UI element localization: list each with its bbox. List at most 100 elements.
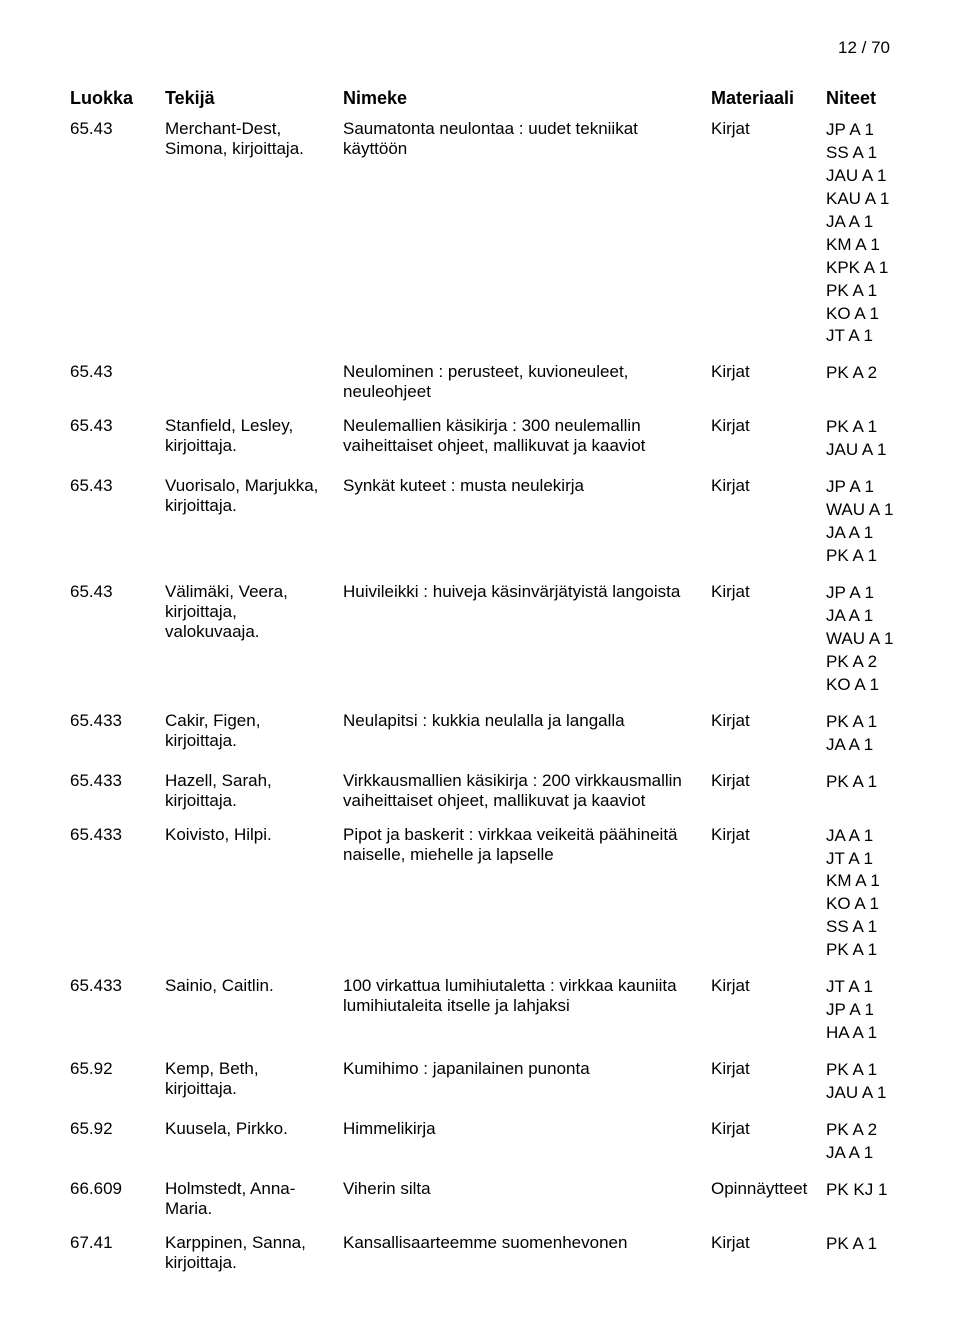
table-row: 65.92Kuusela, Pirkko.HimmelikirjaKirjatP… [70, 1119, 890, 1165]
cell-materiaali: Opinnäytteet [711, 1179, 826, 1199]
cell-materiaali: Kirjat [711, 582, 826, 602]
cell-nimeke: Neulominen : perusteet, kuvioneuleet, ne… [343, 362, 711, 402]
cell-tekija: Karppinen, Sanna, kirjoittaja. [165, 1233, 343, 1273]
cell-nimeke: Himmelikirja [343, 1119, 711, 1139]
cell-luokka: 65.43 [70, 582, 165, 602]
cell-niteet: PK A 1JAU A 1 [826, 416, 916, 462]
cell-luokka: 65.43 [70, 476, 165, 496]
cell-materiaali: Kirjat [711, 771, 826, 791]
niteet-code: PK A 1 [826, 416, 916, 439]
niteet-code: PK A 2 [826, 651, 916, 674]
niteet-code: KPK A 1 [826, 257, 916, 280]
cell-luokka: 65.92 [70, 1059, 165, 1079]
niteet-code: PK A 2 [826, 362, 916, 385]
table-row: 65.43Välimäki, Veera, kirjoittaja, valok… [70, 582, 890, 697]
cell-luokka: 66.609 [70, 1179, 165, 1199]
cell-niteet: JP A 1SS A 1JAU A 1KAU A 1JA A 1KM A 1KP… [826, 119, 916, 348]
niteet-code: PK KJ 1 [826, 1179, 916, 1202]
niteet-code: JP A 1 [826, 999, 916, 1022]
niteet-code: HA A 1 [826, 1022, 916, 1045]
cell-nimeke: Viherin silta [343, 1179, 711, 1199]
cell-niteet: PK KJ 1 [826, 1179, 916, 1202]
page-number: 12 / 70 [838, 38, 890, 58]
cell-nimeke: Neulemallien käsikirja : 300 neulemallin… [343, 416, 711, 456]
cell-nimeke: Pipot ja baskerit : virkkaa veikeitä pää… [343, 825, 711, 865]
niteet-code: KO A 1 [826, 893, 916, 916]
cell-materiaali: Kirjat [711, 976, 826, 996]
col-header-nimeke: Nimeke [343, 88, 711, 109]
table-row: 65.43Merchant-Dest, Simona, kirjoittaja.… [70, 119, 890, 348]
table-body: 65.43 Merchant-Dest, Simona, kirjoittaja.… [70, 119, 890, 1273]
cell-niteet: PK A 1JAU A 1 [826, 1059, 916, 1105]
niteet-code: SS A 1 [826, 142, 916, 165]
cell-materiaali: Kirjat [711, 476, 826, 496]
cell-nimeke: Synkät kuteet : musta neulekirja [343, 476, 711, 496]
niteet-code: PK A 1 [826, 1233, 916, 1256]
cell-niteet: PK A 2 [826, 362, 916, 385]
cell-materiaali: Kirjat [711, 825, 826, 845]
niteet-code: JT A 1 [826, 976, 916, 999]
niteet-code: JP A 1 [826, 582, 916, 605]
cell-niteet: JT A 1JP A 1HA A 1 [826, 976, 916, 1045]
col-header-materiaali: Materiaali [711, 88, 826, 109]
niteet-code: JAU A 1 [826, 1082, 916, 1105]
cell-niteet: JP A 1JA A 1WAU A 1PK A 2KO A 1 [826, 582, 916, 697]
cell-tekija: Cakir, Figen, kirjoittaja. [165, 711, 343, 751]
col-header-luokka: Luokka [70, 88, 165, 109]
cell-nimeke: 100 virkattua lumihiutaletta : virkkaa k… [343, 976, 711, 1016]
cell-tekija: Hazell, Sarah, kirjoittaja. [165, 771, 343, 811]
table-row: 65.433Cakir, Figen, kirjoittaja.Neulapit… [70, 711, 890, 757]
cell-niteet: PK A 1JA A 1 [826, 711, 916, 757]
cell-niteet: JA A 1JT A 1KM A 1KO A 1SS A 1PK A 1 [826, 825, 916, 963]
niteet-code: JA A 1 [826, 522, 916, 545]
cell-nimeke: Virkkausmallien käsikirja : 200 virkkaus… [343, 771, 711, 811]
niteet-code: JAU A 1 [826, 165, 916, 188]
table-row: 65.433Hazell, Sarah, kirjoittaja.Virkkau… [70, 771, 890, 811]
niteet-code: JA A 1 [826, 211, 916, 234]
cell-tekija: Holmstedt, Anna-Maria. [165, 1179, 343, 1219]
cell-nimeke: Saumatonta neulontaa : uudet tekniikat k… [343, 119, 711, 159]
table-row: 66.609Holmstedt, Anna-Maria.Viherin silt… [70, 1179, 890, 1219]
cell-luokka: 65.433 [70, 825, 165, 845]
niteet-code: PK A 1 [826, 1059, 916, 1082]
niteet-code: JT A 1 [826, 848, 916, 871]
niteet-code: PK A 2 [826, 1119, 916, 1142]
niteet-code: KO A 1 [826, 674, 916, 697]
niteet-code: KO A 1 [826, 303, 916, 326]
cell-materiaali: Kirjat [711, 362, 826, 382]
cell-niteet: PK A 1 [826, 1233, 916, 1256]
niteet-code: WAU A 1 [826, 499, 916, 522]
cell-luokka: 65.43 [70, 362, 165, 382]
table-row: 65.433Koivisto, Hilpi.Pipot ja baskerit … [70, 825, 890, 963]
table-row: 65.433Sainio, Caitlin.100 virkattua lumi… [70, 976, 890, 1045]
cell-tekija: Vuorisalo, Marjukka, kirjoittaja. [165, 476, 343, 516]
cell-tekija: Merchant-Dest, Simona, kirjoittaja. [165, 119, 343, 159]
niteet-code: JP A 1 [826, 119, 916, 142]
table-row: 65.43Vuorisalo, Marjukka, kirjoittaja.Sy… [70, 476, 890, 568]
cell-nimeke: Kansallisaarteemme suomenhevonen [343, 1233, 711, 1253]
niteet-code: PK A 1 [826, 280, 916, 303]
niteet-code: KAU A 1 [826, 188, 916, 211]
cell-tekija: Välimäki, Veera, kirjoittaja, valokuvaaj… [165, 582, 343, 642]
niteet-code: WAU A 1 [826, 628, 916, 651]
niteet-code: PK A 1 [826, 771, 916, 794]
cell-materiaali: Kirjat [711, 1119, 826, 1139]
cell-materiaali: Kirjat [711, 1059, 826, 1079]
cell-materiaali: Kirjat [711, 119, 826, 139]
niteet-code: JT A 1 [826, 325, 916, 348]
cell-materiaali: Kirjat [711, 416, 826, 436]
table-row: 65.43 Neulominen : perusteet, kuvioneulee… [70, 362, 890, 402]
niteet-code: PK A 1 [826, 711, 916, 734]
cell-luokka: 65.433 [70, 711, 165, 731]
table-header: Luokka Tekijä Nimeke Materiaali Niteet [70, 88, 890, 109]
cell-niteet: JP A 1WAU A 1JA A 1PK A 1 [826, 476, 916, 568]
cell-luokka: 65.92 [70, 1119, 165, 1139]
niteet-code: JA A 1 [826, 734, 916, 757]
cell-luokka: 65.433 [70, 976, 165, 996]
table-row: 67.41Karppinen, Sanna, kirjoittaja.Kansa… [70, 1233, 890, 1273]
table-row: 65.43Stanfield, Lesley, kirjoittaja.Neul… [70, 416, 890, 462]
col-header-niteet: Niteet [826, 88, 916, 109]
niteet-code: KM A 1 [826, 234, 916, 257]
cell-tekija: Sainio, Caitlin. [165, 976, 343, 996]
niteet-code: KM A 1 [826, 870, 916, 893]
